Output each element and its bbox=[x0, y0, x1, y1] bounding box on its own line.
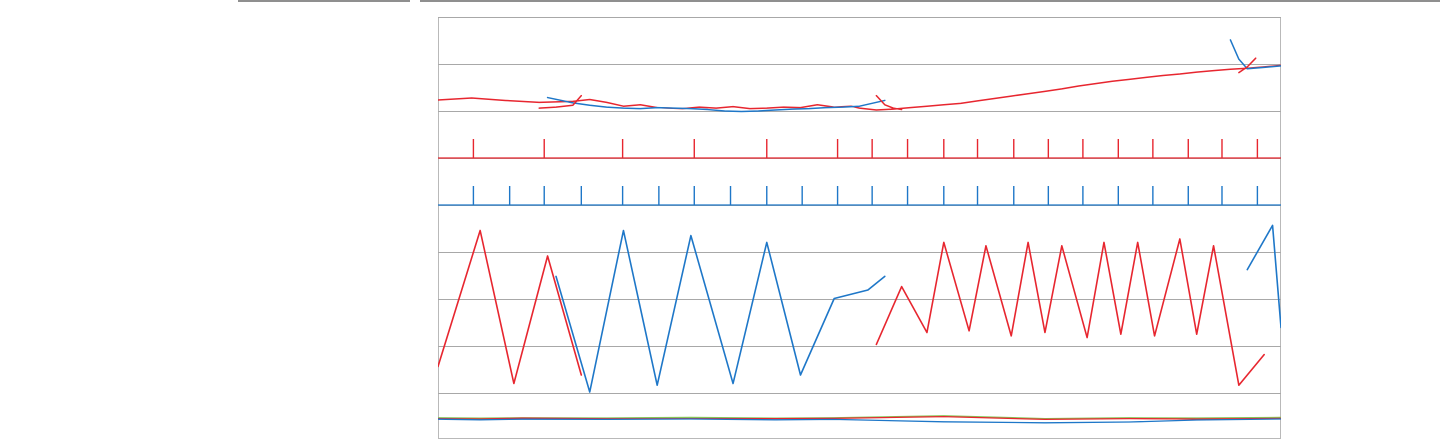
band-series-4-3 bbox=[438, 418, 1281, 424]
plot-frame bbox=[438, 17, 1281, 439]
top-border-right bbox=[420, 0, 1440, 2]
trend-series-1-6 bbox=[875, 94, 903, 111]
trend-series-1-2 bbox=[546, 96, 886, 113]
trend-series-1-4 bbox=[1238, 57, 1257, 74]
band-series-4-2 bbox=[438, 415, 1281, 421]
wave-series-3-4 bbox=[1246, 224, 1281, 329]
top-border-left bbox=[238, 0, 410, 2]
trend-series-1-5 bbox=[538, 94, 583, 109]
chart-canvas bbox=[438, 17, 1281, 424]
wave-series-3-2 bbox=[555, 229, 886, 393]
wave-series-3-3 bbox=[875, 238, 1265, 386]
wave-series-3-1 bbox=[438, 229, 583, 385]
trend-series-1-1 bbox=[438, 64, 1281, 111]
trend-series-1-3 bbox=[1229, 39, 1281, 70]
